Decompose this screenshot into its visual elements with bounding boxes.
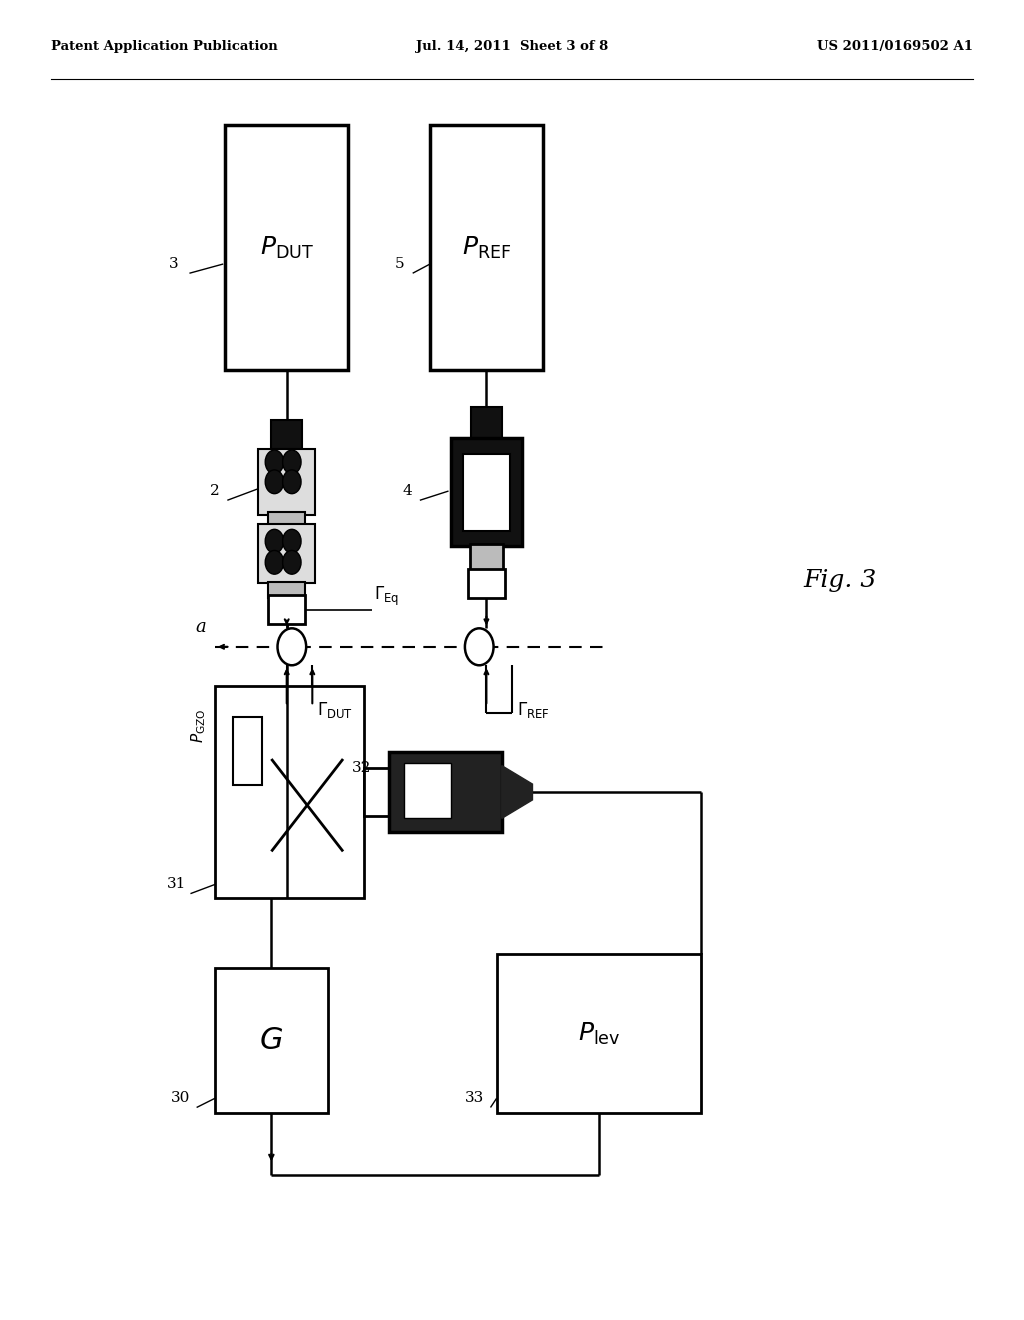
Circle shape [265, 550, 284, 574]
Text: $\mathit{P}_{\mathrm{DUT}}$: $\mathit{P}_{\mathrm{DUT}}$ [260, 235, 313, 260]
Circle shape [278, 628, 306, 665]
Bar [271, 420, 302, 449]
Text: a: a [196, 618, 206, 636]
Bar [430, 125, 543, 370]
Text: $\Gamma_{\mathrm{REF}}$: $\Gamma_{\mathrm{REF}}$ [517, 700, 550, 721]
Text: $\Gamma_{\mathrm{DUT}}$: $\Gamma_{\mathrm{DUT}}$ [317, 700, 353, 721]
Bar [268, 582, 305, 598]
Bar [233, 717, 262, 785]
Text: Patent Application Publication: Patent Application Publication [51, 40, 278, 53]
Bar [258, 449, 315, 515]
Bar [364, 768, 392, 816]
Circle shape [265, 529, 284, 553]
Bar [268, 595, 305, 624]
Text: Jul. 14, 2011  Sheet 3 of 8: Jul. 14, 2011 Sheet 3 of 8 [416, 40, 608, 53]
Text: 30: 30 [171, 1092, 189, 1105]
Bar [497, 954, 701, 1113]
Text: $\mathit{G}$: $\mathit{G}$ [259, 1024, 284, 1056]
Circle shape [283, 529, 301, 553]
Text: US 2011/0169502 A1: US 2011/0169502 A1 [817, 40, 973, 53]
Text: 33: 33 [465, 1092, 483, 1105]
Text: 31: 31 [167, 878, 185, 891]
Text: $\Gamma_{\mathrm{Eq}}$: $\Gamma_{\mathrm{Eq}}$ [374, 585, 399, 609]
Bar [471, 407, 502, 441]
Bar [268, 512, 305, 528]
Text: $\mathit{P}_{\mathrm{REF}}$: $\mathit{P}_{\mathrm{REF}}$ [462, 235, 511, 260]
Bar [451, 438, 522, 546]
Text: 4: 4 [402, 484, 413, 498]
Bar [468, 569, 505, 598]
Circle shape [283, 550, 301, 574]
Polygon shape [502, 766, 532, 818]
Text: 2: 2 [210, 484, 220, 498]
Bar [470, 544, 503, 570]
Text: $\mathit{P}_{\mathrm{lev}}$: $\mathit{P}_{\mathrm{lev}}$ [578, 1020, 621, 1047]
Circle shape [265, 470, 284, 494]
Bar [215, 686, 364, 898]
Circle shape [465, 628, 494, 665]
Circle shape [283, 450, 301, 474]
Bar [225, 125, 348, 370]
Bar [463, 454, 510, 531]
Bar [215, 968, 328, 1113]
Text: 5: 5 [394, 257, 404, 271]
Circle shape [265, 450, 284, 474]
Circle shape [283, 470, 301, 494]
Text: $\mathit{P}_{\mathrm{GZO}}$: $\mathit{P}_{\mathrm{GZO}}$ [189, 709, 208, 743]
Bar [389, 752, 502, 832]
Text: 3: 3 [169, 257, 179, 271]
Text: 32: 32 [352, 762, 371, 775]
Text: Fig. 3: Fig. 3 [803, 569, 877, 593]
Bar [404, 763, 451, 818]
Bar [258, 524, 315, 583]
